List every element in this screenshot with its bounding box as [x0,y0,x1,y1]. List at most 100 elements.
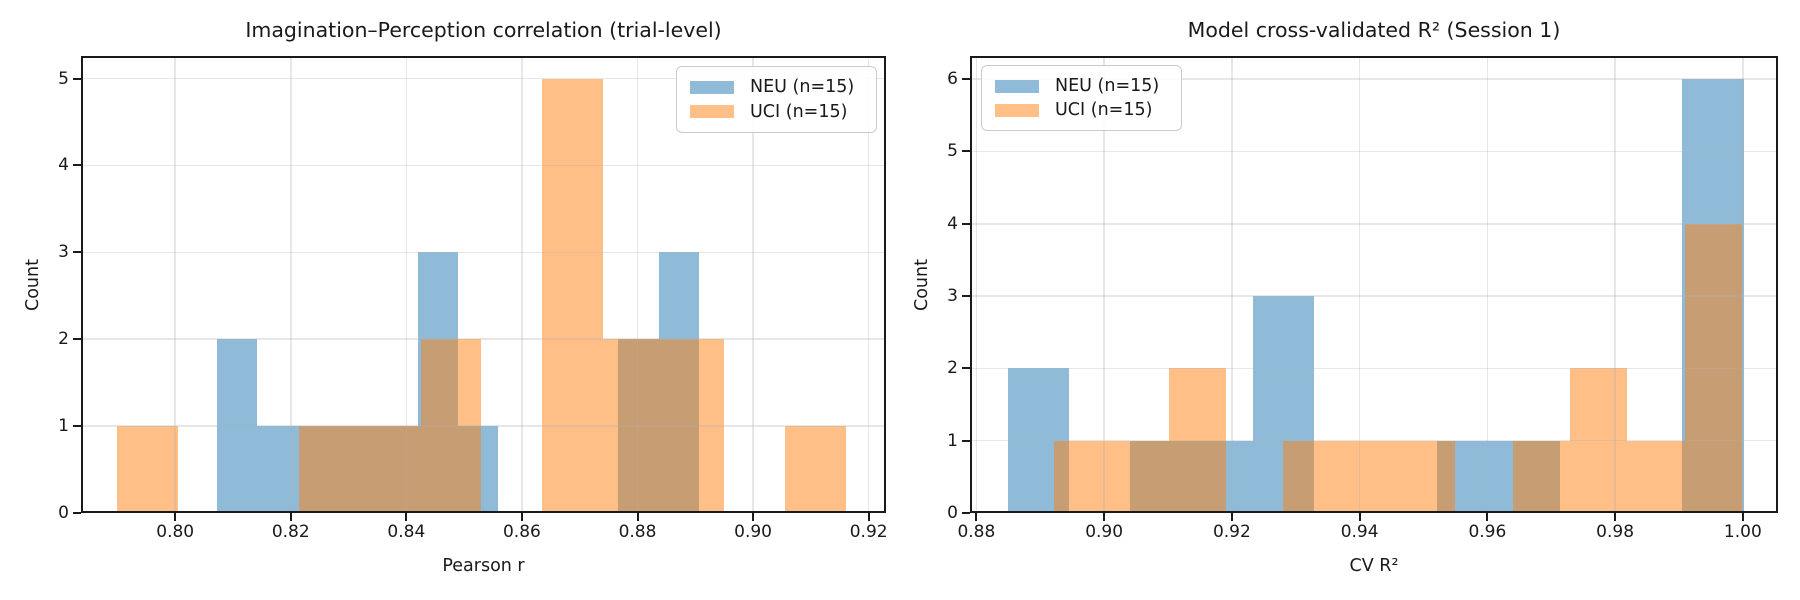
histogram-bar [1398,440,1456,513]
gridline [405,56,408,513]
x-tick-label: 0.96 [1468,522,1507,542]
gridline [636,56,639,513]
y-tick-label: 0 [58,503,69,523]
x-tick-mark [520,513,523,521]
y-tick-label: 3 [58,242,69,263]
x-tick-mark [1741,513,1744,521]
x-tick-label: 0.86 [502,522,541,542]
gridline [81,251,886,254]
histogram-bar [663,339,725,513]
gridline [975,56,978,513]
y-tick-label: 3 [947,286,958,307]
histogram-bar [784,426,846,513]
x-tick-mark [636,513,639,521]
gridline [81,164,886,167]
x-tick-label: 0.80 [156,522,195,542]
x-tick-label: 0.92 [849,522,888,542]
gridline [1103,56,1105,513]
y-tick-label: 1 [947,430,958,451]
y-tick-mark [962,367,970,370]
gridline [970,367,1778,370]
x-tick-mark [174,513,177,521]
x-axis-label: CV R² [1349,556,1399,576]
y-tick-label: 1 [58,416,69,437]
legend-item-uci: UCI (n=15) [690,100,863,125]
y-tick-label: 2 [58,329,69,350]
gridline [1358,56,1361,513]
gridline [289,56,292,513]
x-tick-mark [1614,513,1617,521]
gridline [1742,56,1744,513]
x-tick-label: 0.88 [618,522,657,542]
x-tick-label: 1.00 [1723,522,1762,542]
chart-title: Model cross-validated R² (Session 1) [1187,18,1561,42]
plot-area [970,56,1778,513]
y-tick-label: 5 [947,141,958,162]
y-tick-mark [73,512,81,514]
legend-label-uci: UCI (n=15) [1055,100,1153,120]
histogram-bar [1340,440,1399,513]
gridline [752,56,754,513]
histogram-bar [542,78,603,513]
legend-label-uci: UCI (n=15) [750,101,848,122]
histogram-bar [299,426,361,513]
gridline [174,56,176,513]
x-tick-mark [289,513,292,521]
gridline [970,295,1778,297]
gridline [970,150,1778,153]
histogram-bar [117,426,179,513]
chart-title: Imagination–Perception correlation (tria… [245,18,722,42]
histogram-bar [1168,368,1227,513]
gridline [81,77,886,80]
gridline [81,338,886,341]
histogram-bar [216,339,257,513]
legend: NEU (n=15) UCI (n=15) [676,66,877,133]
x-tick-label: 0.90 [734,522,772,542]
histogram-bar [1684,223,1742,513]
histogram-bar [1283,440,1341,513]
y-tick-label: 4 [947,213,958,234]
y-tick-mark [962,439,970,442]
y-tick-label: 2 [947,358,958,379]
histogram-bar [1627,440,1685,513]
x-tick-mark [1358,513,1361,521]
histogram-bar [1512,440,1570,513]
legend-swatch-neu [995,79,1039,93]
gridline [81,425,886,427]
x-tick-mark [1230,513,1233,521]
y-tick-label: 6 [947,69,958,90]
y-tick-mark [73,251,81,254]
x-axis-label: Pearson r [442,556,525,576]
legend-label-neu: NEU (n=15) [1055,76,1160,96]
legend-swatch-uci [690,105,734,119]
y-tick-mark [73,77,81,80]
x-tick-mark [1486,513,1489,521]
gridline [867,56,870,513]
y-tick-label: 0 [947,503,958,523]
legend: NEU (n=15) UCI (n=15) [981,65,1182,131]
x-tick-label: 0.98 [1596,522,1635,542]
y-tick-mark [962,295,970,298]
gridline [970,78,1778,80]
y-tick-mark [962,512,970,514]
y-tick-label: 4 [58,155,69,176]
x-tick-mark [1103,513,1106,521]
y-tick-mark [73,164,81,167]
legend-swatch-neu [690,80,734,94]
x-tick-label: 0.82 [271,522,310,542]
histogram-bar [420,339,482,513]
legend-item-neu: NEU (n=15) [690,75,863,100]
x-tick-mark [867,513,870,521]
x-tick-mark [405,513,408,521]
legend-item-neu: NEU (n=15) [995,74,1168,98]
gridline [970,439,1778,442]
histogram-bar [360,426,421,513]
y-tick-label: 5 [58,68,69,89]
legend-swatch-uci [995,103,1039,117]
histogram-bar [602,339,664,513]
x-tick-label: 0.88 [957,522,996,542]
y-tick-mark [962,222,970,225]
gridline [1231,56,1233,513]
